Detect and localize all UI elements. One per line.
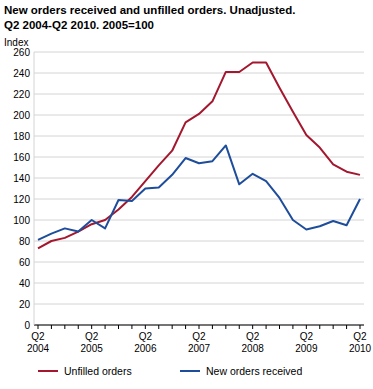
grid-line bbox=[34, 241, 364, 242]
y-tick-label: 140 bbox=[13, 173, 30, 184]
x-tick bbox=[64, 325, 65, 329]
grid-line bbox=[34, 157, 364, 158]
plot-area bbox=[38, 63, 360, 249]
x-tick bbox=[225, 325, 226, 329]
y-tick-label: 0 bbox=[24, 320, 30, 331]
grid-line bbox=[34, 199, 364, 200]
legend-label: Unfilled orders bbox=[64, 365, 132, 377]
x-tick-label: Q22006 bbox=[134, 331, 157, 354]
x-tick bbox=[118, 325, 119, 329]
x-tick bbox=[212, 325, 213, 329]
legend-swatch bbox=[38, 370, 58, 372]
grid-line bbox=[34, 178, 364, 179]
y-tick-label: 180 bbox=[13, 131, 30, 142]
title: New orders received and unfilled orders.… bbox=[4, 4, 295, 16]
x-tick bbox=[158, 325, 159, 329]
y-tick-label: 60 bbox=[19, 257, 31, 268]
grid-line bbox=[34, 304, 364, 305]
x-tick bbox=[199, 325, 200, 329]
grid-line bbox=[34, 52, 364, 53]
x-tick bbox=[346, 325, 347, 329]
x-tick bbox=[38, 325, 39, 329]
x-tick-label: Q22009 bbox=[295, 331, 318, 354]
legend-swatch bbox=[180, 370, 200, 372]
x-tick-label: Q22005 bbox=[81, 331, 104, 354]
grid-line bbox=[34, 136, 364, 137]
x-tick bbox=[172, 325, 173, 329]
grid-line bbox=[34, 262, 364, 263]
x-tick bbox=[185, 325, 186, 329]
x-tick-label: Q22010 bbox=[349, 331, 372, 354]
y-tick-label: 120 bbox=[13, 194, 30, 205]
x-tick bbox=[131, 325, 132, 329]
x-tick bbox=[279, 325, 280, 329]
x-tick-label: Q22008 bbox=[242, 331, 265, 354]
y-tick-label: 100 bbox=[13, 215, 30, 226]
grid-line bbox=[34, 220, 364, 221]
x-tick-label: Q22007 bbox=[188, 331, 211, 354]
y-tick-label: 20 bbox=[19, 299, 31, 310]
x-tick bbox=[292, 325, 293, 329]
y-tick-label: 240 bbox=[13, 68, 30, 79]
x-tick bbox=[91, 325, 92, 329]
x-tick bbox=[145, 325, 146, 329]
legend-label: New orders received bbox=[206, 365, 302, 377]
y-tick-label: 80 bbox=[19, 236, 31, 247]
grid-line bbox=[34, 94, 364, 95]
grid-line bbox=[34, 73, 364, 74]
x-tick bbox=[319, 325, 320, 329]
grid-line bbox=[34, 283, 364, 284]
y-tick-label: 160 bbox=[13, 152, 30, 163]
x-tick bbox=[252, 325, 253, 329]
x-tick bbox=[239, 325, 240, 329]
y-tick-label: 200 bbox=[13, 110, 30, 121]
x-tick bbox=[360, 325, 361, 329]
y-tick-label: 260 bbox=[13, 47, 30, 58]
y-tick-label: 220 bbox=[13, 89, 30, 100]
subtitle: Q2 2004-Q2 2010. 2005=100 bbox=[4, 19, 154, 31]
series-line bbox=[38, 63, 360, 249]
x-tick bbox=[51, 325, 52, 329]
series-line bbox=[38, 145, 360, 240]
x-tick bbox=[78, 325, 79, 329]
x-tick bbox=[306, 325, 307, 329]
y-axis bbox=[34, 52, 35, 325]
x-tick-label: Q22004 bbox=[27, 331, 50, 354]
y-tick-label: 40 bbox=[19, 278, 31, 289]
x-tick bbox=[266, 325, 267, 329]
x-tick bbox=[333, 325, 334, 329]
x-tick bbox=[105, 325, 106, 329]
